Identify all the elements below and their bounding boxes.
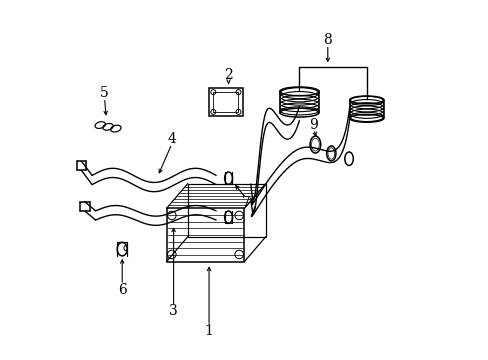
Text: 2: 2 — [224, 68, 232, 82]
Text: 5: 5 — [100, 86, 109, 100]
Text: 1: 1 — [204, 324, 213, 338]
Text: 8: 8 — [323, 33, 331, 47]
Text: 7: 7 — [242, 196, 250, 210]
Text: 3: 3 — [169, 304, 178, 318]
Text: 9: 9 — [308, 118, 317, 132]
Text: 4: 4 — [167, 132, 176, 146]
Text: 6: 6 — [118, 283, 126, 297]
